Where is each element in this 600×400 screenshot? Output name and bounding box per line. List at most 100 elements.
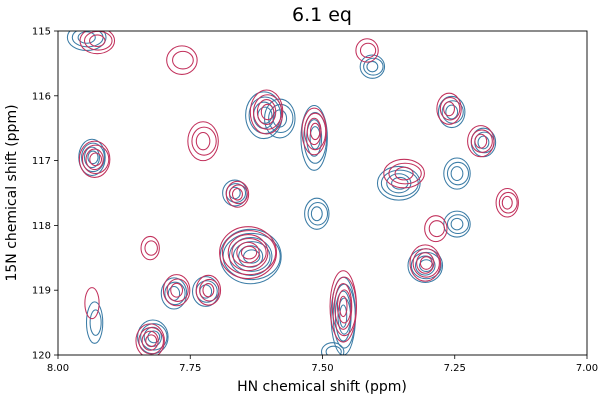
blue-peak-19 (443, 210, 471, 238)
contour-level (414, 255, 436, 276)
red-peak-7 (187, 121, 219, 162)
red-peak-13 (329, 270, 357, 343)
contour-level (172, 50, 194, 70)
plot-frame (57, 30, 588, 356)
contour-level (83, 146, 100, 169)
red-peak-2 (84, 287, 100, 320)
contour-level (166, 278, 189, 302)
blue-peak-10 (300, 104, 328, 171)
contour-level (191, 126, 217, 156)
contour-level (306, 117, 322, 146)
contour-level (363, 57, 384, 76)
contour-level (325, 345, 342, 355)
x-tick-label: 8.00 (47, 363, 69, 374)
contour-level (359, 54, 386, 79)
contour-level (243, 249, 261, 264)
contour-level (199, 278, 220, 302)
contour-level (232, 241, 271, 272)
contour-level (501, 195, 513, 210)
contour-level (304, 197, 330, 230)
red-peak-14 (355, 38, 379, 63)
contour-level (439, 97, 461, 121)
contour-level (252, 94, 283, 130)
red-peak-18 (436, 92, 462, 125)
red-peak-16 (409, 244, 442, 282)
contour-level (256, 99, 277, 125)
contour-level (498, 191, 518, 214)
contour-level (443, 210, 471, 238)
contour-level (140, 235, 160, 261)
contour-level (445, 104, 459, 120)
x-tick-label: 7.00 (576, 363, 598, 374)
contour-level (428, 220, 445, 238)
contour-level (446, 214, 470, 234)
contour-level (138, 327, 164, 355)
contour-level (437, 95, 466, 129)
contour-level (309, 126, 321, 150)
x-tick-label: 7.50 (311, 363, 333, 374)
contour-level (135, 323, 165, 355)
contour-level (320, 342, 345, 355)
y-tick-label: 118 (32, 221, 51, 232)
y-tick-label: 115 (32, 27, 51, 38)
red-peak-1 (78, 140, 111, 178)
y-tick-label: 119 (32, 286, 51, 297)
contour-level (443, 157, 471, 190)
blue-peak-13 (320, 342, 345, 355)
red-peak-8 (195, 274, 222, 306)
contour-level (336, 289, 352, 324)
contour-level (81, 142, 105, 173)
contour-level (145, 334, 158, 348)
contour-level (89, 309, 102, 336)
contour-level (231, 188, 243, 201)
red-peak-12 (301, 107, 327, 156)
contour-level (202, 283, 215, 298)
contour-level (310, 206, 323, 222)
contour-level (249, 89, 284, 135)
x-tick-label: 7.75 (179, 363, 201, 374)
contour-level (227, 234, 269, 272)
contour-level (306, 119, 323, 157)
contour-level (260, 103, 275, 121)
contour-level (304, 112, 327, 151)
contour-level (339, 304, 348, 328)
red-peak-11 (249, 89, 284, 135)
contour-level (187, 121, 219, 162)
contour-level (78, 138, 106, 177)
contour-level (436, 92, 462, 125)
contour-level (89, 34, 106, 48)
contour-level (221, 230, 277, 276)
contour-level (477, 135, 490, 150)
contour-level (85, 148, 104, 171)
blue-peak-1 (78, 138, 106, 177)
contour-level (394, 166, 414, 181)
contour-level (300, 104, 328, 171)
contour-level (334, 282, 353, 330)
contour-level (303, 112, 328, 164)
contour-level (467, 125, 495, 158)
contour-level (272, 109, 288, 128)
contour-level (443, 101, 456, 117)
contour-level (416, 252, 435, 274)
contour-level (77, 31, 96, 44)
contour-level (366, 60, 379, 73)
chart-title: 6.1 eq (292, 4, 352, 26)
contour-level (301, 107, 327, 156)
y-tick-label: 120 (32, 351, 51, 362)
blue-peak-18 (443, 157, 471, 190)
contour-level (309, 122, 321, 141)
contour-level (84, 287, 100, 320)
red-peak-17 (424, 215, 448, 243)
contour-level (376, 165, 421, 201)
contour-level (229, 184, 248, 205)
contour-level (446, 161, 470, 186)
red-peak-15 (383, 158, 425, 189)
y-tick-label: 117 (32, 156, 51, 167)
contour-level (85, 301, 104, 344)
contour-level (307, 201, 329, 226)
blue-peak-2 (85, 301, 104, 344)
contour-level (424, 215, 448, 243)
x-axis-label: HN chemical shift (ppm) (237, 379, 407, 395)
contour-level (141, 330, 159, 351)
contour-level (331, 276, 357, 337)
